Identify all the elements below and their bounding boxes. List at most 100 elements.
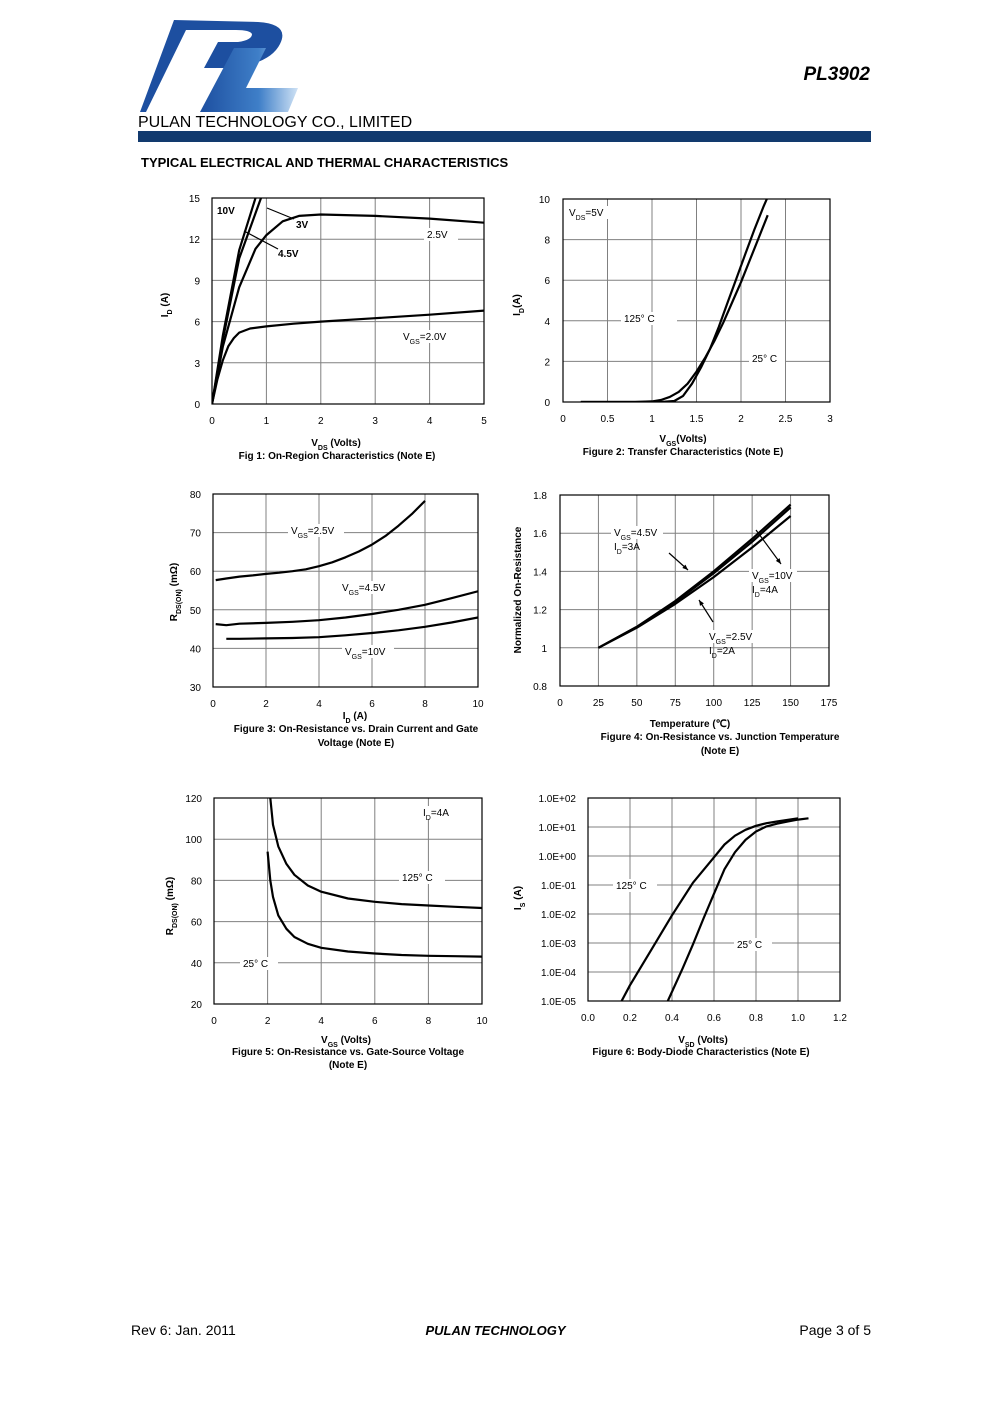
company-logo bbox=[140, 20, 298, 112]
y-tick-label: 1.0E+01 bbox=[538, 823, 576, 834]
y-tick-label: 8 bbox=[544, 236, 550, 247]
x-axis-label: ID (A) bbox=[343, 711, 368, 725]
label-mask bbox=[734, 938, 772, 951]
x-tick-label: 0 bbox=[210, 699, 216, 710]
series-label: VGS=4.5V bbox=[614, 528, 658, 542]
arrow-head bbox=[775, 558, 781, 564]
x-tick-label: 50 bbox=[631, 698, 643, 709]
figure-caption: Figure 6: Body-Diode Characteristics (No… bbox=[592, 1047, 809, 1058]
label-mask bbox=[339, 581, 395, 594]
y-axis-label: IS (A) bbox=[513, 886, 527, 910]
x-tick-label: 8 bbox=[426, 1016, 432, 1027]
label-mask bbox=[342, 645, 394, 658]
series-line-2 bbox=[212, 198, 263, 404]
footer-revision: Rev 6: Jan. 2011 bbox=[131, 1322, 236, 1338]
figure-caption-line: (Note E) bbox=[701, 746, 739, 757]
figure-caption: Figure 2: Transfer Characteristics (Note… bbox=[583, 447, 784, 458]
x-tick-label: 3 bbox=[372, 416, 378, 427]
x-axis-label: VSD (Volts) bbox=[678, 1035, 728, 1049]
label-mask bbox=[621, 312, 677, 325]
series-label: VGS=10V bbox=[752, 571, 793, 585]
y-axis-label: ID(A) bbox=[512, 294, 526, 316]
x-tick-label: 3 bbox=[827, 414, 833, 425]
label-leader bbox=[243, 230, 279, 250]
y-tick-label: 15 bbox=[189, 194, 201, 205]
series-label: VGS=2.0V bbox=[403, 332, 447, 346]
y-axis-label: ID (A) bbox=[160, 293, 174, 318]
header-rule bbox=[138, 131, 871, 142]
y-tick-label: 0.8 bbox=[533, 682, 547, 693]
x-tick-label: 1 bbox=[264, 416, 270, 427]
x-tick-label: 0.5 bbox=[601, 414, 615, 425]
series-line-2 bbox=[266, 851, 482, 958]
x-tick-label: 150 bbox=[782, 698, 799, 709]
x-tick-label: 6 bbox=[369, 699, 375, 710]
x-tick-label: 2 bbox=[263, 699, 269, 710]
chart-5: 0 2 4 6 8 10 20 40 60 80 100 120 ID=4A 125° C 25° C VGS… bbox=[165, 794, 488, 1071]
label-leader bbox=[266, 207, 295, 220]
series-label: 2.5V bbox=[427, 230, 448, 241]
series-label: 125° C bbox=[624, 314, 655, 325]
label-arrow bbox=[668, 552, 689, 571]
series-label: ID=4A bbox=[423, 808, 449, 822]
y-tick-label: 20 bbox=[191, 1000, 203, 1011]
y-tick-label: 3 bbox=[194, 359, 200, 370]
x-tick-label: 0 bbox=[560, 414, 566, 425]
plot-frame bbox=[213, 797, 483, 1005]
x-tick-label: 2.5 bbox=[779, 414, 793, 425]
label-mask bbox=[613, 879, 657, 892]
figure-caption-line: (Note E) bbox=[329, 1060, 367, 1071]
y-tick-label: 12 bbox=[189, 235, 201, 246]
series-label: ID=4A bbox=[752, 585, 778, 599]
series-label: VGS=4.5V bbox=[342, 583, 386, 597]
plot-frame bbox=[587, 797, 841, 1002]
label-mask bbox=[420, 806, 454, 819]
y-tick-label: 1.8 bbox=[533, 491, 547, 502]
x-tick-label: 100 bbox=[705, 698, 722, 709]
series-line-1 bbox=[620, 817, 799, 1001]
y-tick-label: 70 bbox=[190, 529, 202, 540]
y-tick-label: 60 bbox=[190, 567, 202, 578]
series-label: VGS=10V bbox=[345, 647, 386, 661]
chart-6: 0.0 0.2 0.4 0.6 0.8 1.0 1.2 1.0E-05 1.0E-04 1.0E-… bbox=[513, 794, 847, 1058]
x-tick-label: 0 bbox=[209, 416, 215, 427]
series-label: VDS=5V bbox=[569, 208, 604, 222]
y-tick-label: 1.0E-04 bbox=[541, 968, 576, 979]
x-axis-label: VGS(Volts) bbox=[659, 434, 706, 448]
series-label: 125° C bbox=[402, 873, 433, 884]
arrow-head bbox=[699, 600, 704, 606]
series-label: 3V bbox=[296, 220, 309, 231]
series-label: 25° C bbox=[752, 354, 777, 365]
label-mask bbox=[566, 206, 610, 219]
x-tick-label: 0.8 bbox=[749, 1013, 763, 1024]
y-tick-label: 1.0E-05 bbox=[541, 997, 576, 1008]
y-axis-label: Normalized On-Resistance bbox=[513, 526, 524, 653]
x-tick-label: 0.6 bbox=[707, 1013, 721, 1024]
series-line-4 bbox=[212, 309, 484, 404]
chart-2: 0 0.5 1 1.5 2 2.5 3 0 2 4 6 8 10 VDS=5V 125° C 25° C VGS… bbox=[512, 195, 833, 458]
series-line-1 bbox=[269, 798, 482, 910]
y-tick-label: 2 bbox=[544, 357, 550, 368]
arrow-head bbox=[682, 564, 688, 570]
label-mask bbox=[400, 330, 462, 343]
y-tick-label: 80 bbox=[190, 490, 202, 501]
x-tick-label: 4 bbox=[316, 699, 322, 710]
chart-3: 0 2 4 6 8 10 30 40 50 60 70 80 VGS=2.5V VGS=4.5V VGS=1… bbox=[169, 490, 484, 749]
x-tick-label: 1.0 bbox=[791, 1013, 805, 1024]
figure-caption: Fig 1: On-Region Characteristics (Note E… bbox=[239, 451, 436, 462]
logo-p-shape bbox=[140, 20, 283, 112]
label-mask bbox=[214, 204, 244, 217]
label-mask bbox=[749, 352, 785, 365]
x-tick-label: 4 bbox=[318, 1016, 324, 1027]
series-label: ID=2A bbox=[709, 646, 735, 660]
y-axis-label: RDS(ON) (mΩ) bbox=[169, 563, 183, 621]
x-tick-label: 1.2 bbox=[833, 1013, 847, 1024]
x-tick-label: 10 bbox=[476, 1016, 488, 1027]
y-tick-label: 120 bbox=[185, 794, 202, 805]
figure-caption-line: Figure 3: On-Resistance vs. Drain Curren… bbox=[234, 724, 479, 735]
x-axis-label: VGS (Volts) bbox=[321, 1035, 371, 1049]
x-tick-label: 2 bbox=[265, 1016, 271, 1027]
series-line-1 bbox=[215, 500, 426, 582]
y-tick-label: 1.0E-03 bbox=[541, 939, 576, 950]
